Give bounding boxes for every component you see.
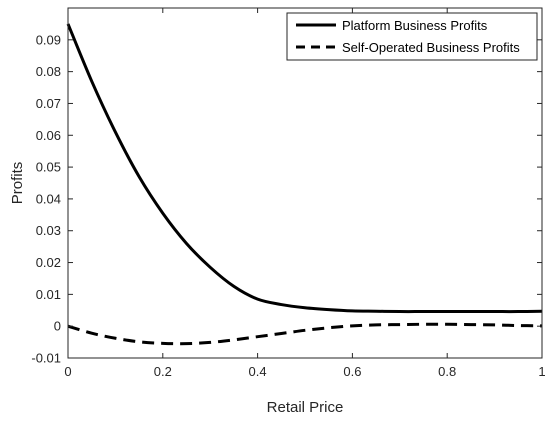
legend-label-platform: Platform Business Profits [342, 18, 488, 33]
x-tick-label: 0.4 [249, 364, 267, 379]
y-tick-label: 0 [54, 319, 61, 334]
x-axis-label: Retail Price [267, 399, 344, 416]
legend-box [286, 12, 538, 61]
legend: Platform Business Profits Self-Operated … [286, 12, 538, 61]
plot-frame [67, 7, 543, 359]
x-tick-label: 0.2 [154, 364, 172, 379]
y-tick-label: 0.07 [36, 96, 61, 111]
x-tick-label: 0 [64, 364, 71, 379]
y-tick-label: 0.03 [36, 223, 61, 238]
y-tick-label: -0.01 [31, 351, 61, 366]
y-tick-label: 0.09 [36, 32, 61, 47]
plot-area [68, 8, 542, 358]
y-tick-label: 0.06 [36, 128, 61, 143]
x-tick-label: 1 [538, 364, 545, 379]
y-tick-label: 0.05 [36, 160, 61, 175]
legend-label-self-operated: Self-Operated Business Profits [342, 40, 520, 55]
series-line-platform [66, 23, 543, 314]
y-tick-label: 0.08 [36, 64, 61, 79]
y-tick-label: 0.01 [36, 287, 61, 302]
y-axis-label: Profits [9, 162, 26, 205]
series-line-self-operated [67, 322, 543, 346]
y-tick-label: 0.04 [36, 191, 61, 206]
x-tick-label: 0.8 [438, 364, 456, 379]
y-tick-label: 0.02 [36, 255, 61, 270]
x-tick-label: 0.6 [343, 364, 361, 379]
series-layer [66, 23, 543, 346]
